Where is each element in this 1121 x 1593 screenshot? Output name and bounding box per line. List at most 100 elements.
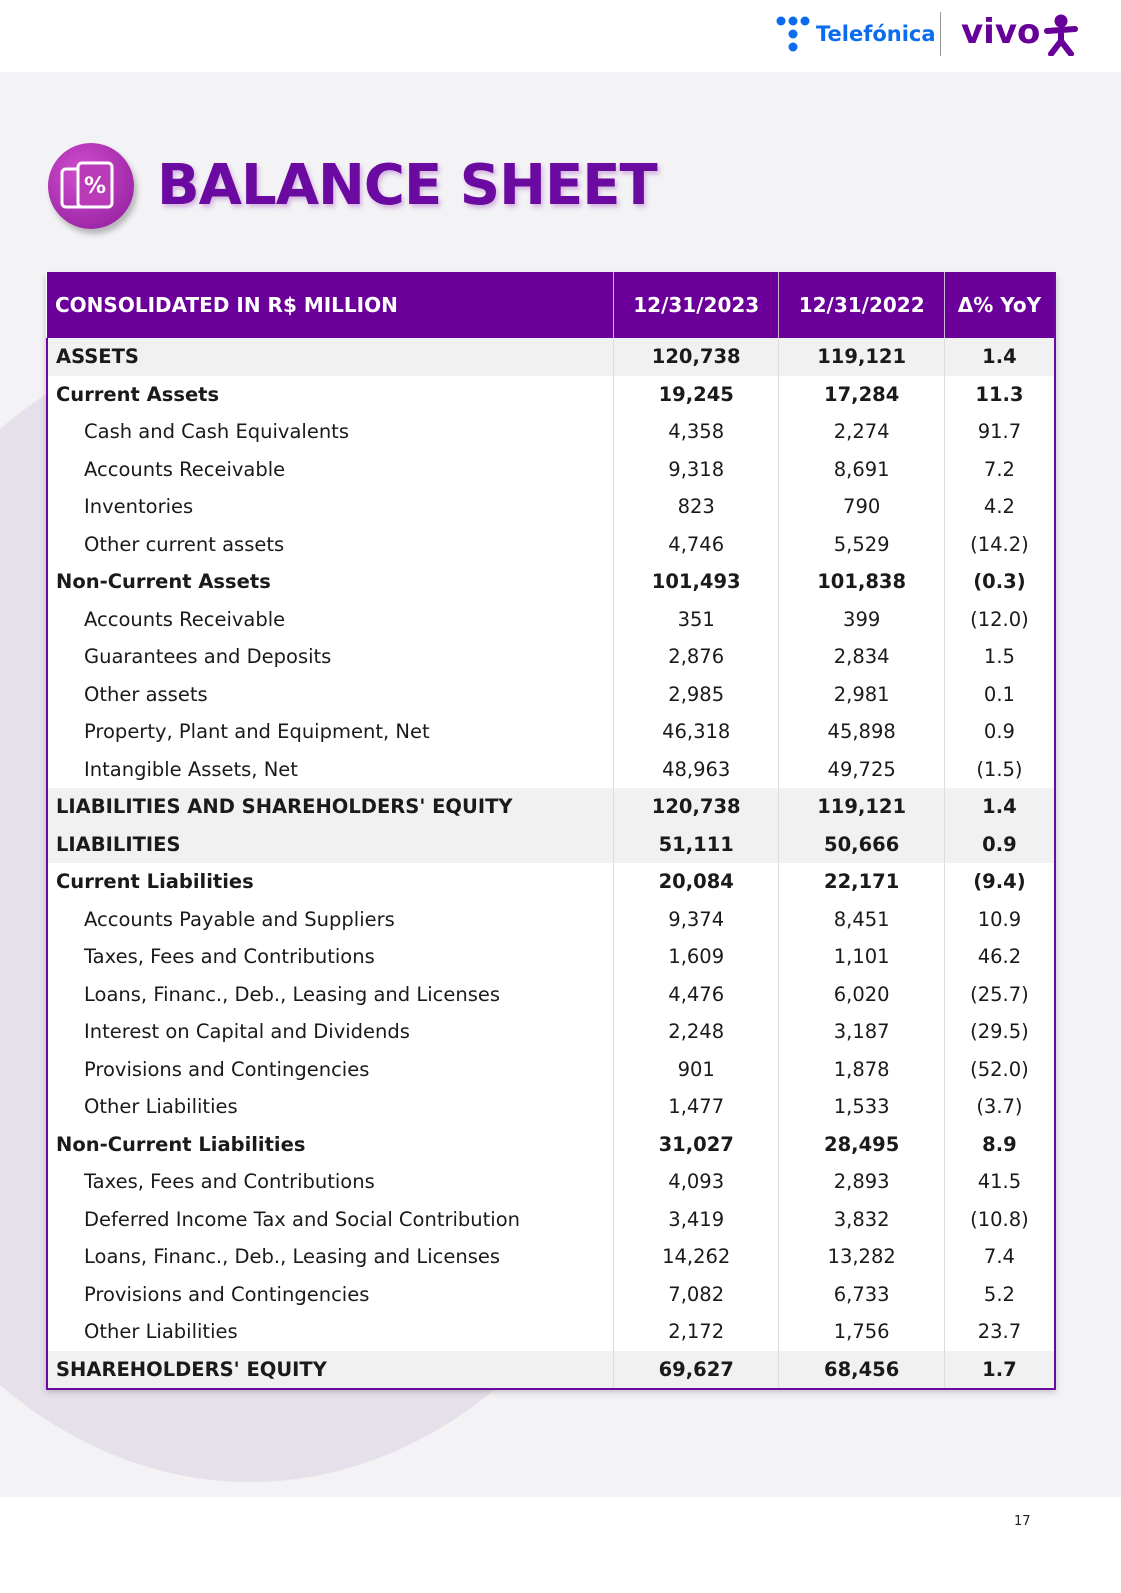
cell-value: 9,374 xyxy=(612,900,779,938)
row-label: SHAREHOLDERS' EQUITY xyxy=(46,1350,614,1388)
table-row: Inventories 823 790 4.2 xyxy=(46,488,1056,526)
table-row: Other assets 2,985 2,981 0.1 xyxy=(46,675,1056,713)
cell-value: 2,172 xyxy=(612,1313,779,1351)
cell-value: 119,121 xyxy=(778,338,945,376)
cell-value: 5,529 xyxy=(778,525,945,563)
column-header: 12/31/2022 xyxy=(778,272,945,338)
row-label: Inventories xyxy=(46,488,614,526)
brand-vivo: vivo xyxy=(961,12,1041,52)
table-row: Cash and Cash Equivalents 4,358 2,274 91.7 xyxy=(46,413,1056,451)
cell-value: 20,084 xyxy=(612,863,779,901)
cell-value: 4,476 xyxy=(612,975,779,1013)
cell-value: 1,533 xyxy=(778,1088,945,1126)
table-row: LIABILITIES AND SHAREHOLDERS' EQUITY 120,… xyxy=(46,788,1056,826)
cell-value: (3.7) xyxy=(943,1088,1056,1126)
row-label: Property, Plant and Equipment, Net xyxy=(46,713,614,751)
cell-value: 14,262 xyxy=(612,1238,779,1276)
table-row: Loans, Financ., Deb., Leasing and Licens… xyxy=(46,975,1056,1013)
vivo-figure xyxy=(1044,14,1078,56)
table-row: LIABILITIES 51,111 50,666 0.9 xyxy=(46,825,1056,863)
cell-value: 3,832 xyxy=(778,1200,945,1238)
cell-value: 6,733 xyxy=(778,1275,945,1313)
cell-value: 9,318 xyxy=(612,450,779,488)
table-row: Accounts Receivable 351 399 (12.0) xyxy=(46,600,1056,638)
cell-value: 23.7 xyxy=(943,1313,1056,1351)
cell-value: 41.5 xyxy=(943,1163,1056,1201)
table-row: Current Liabilities 20,084 22,171 (9.4) xyxy=(46,863,1056,901)
table-row: Current Assets 19,245 17,284 11.3 xyxy=(46,375,1056,413)
table-row: Provisions and Contingencies 901 1,878 (52.… xyxy=(46,1050,1056,1088)
cell-value: 31,027 xyxy=(612,1125,779,1163)
cell-value: 1,609 xyxy=(612,938,779,976)
cell-value: (12.0) xyxy=(943,600,1056,638)
table-row: Taxes, Fees and Contributions 4,093 2,893 4… xyxy=(46,1163,1056,1201)
cell-value: 7.2 xyxy=(943,450,1056,488)
row-label: Accounts Payable and Suppliers xyxy=(46,900,614,938)
table-row: ASSETS 120,738 119,121 1.4 xyxy=(46,338,1056,376)
table-row: Non-Current Liabilities 31,027 28,495 8.9 xyxy=(46,1125,1056,1163)
row-label: Other Liabilities xyxy=(46,1313,614,1351)
cell-value: 823 xyxy=(612,488,779,526)
table-row: Interest on Capital and Dividends 2,248 3,… xyxy=(46,1013,1056,1051)
cell-value: 2,274 xyxy=(778,413,945,451)
column-header: 12/31/2023 xyxy=(612,272,779,338)
column-header: CONSOLIDATED IN R$ MILLION xyxy=(47,272,614,338)
cell-value: 1.4 xyxy=(943,338,1056,376)
cell-value: 1,756 xyxy=(778,1313,945,1351)
table-row: Property, Plant and Equipment, Net 46,318… xyxy=(46,713,1056,751)
cell-value: 45,898 xyxy=(778,713,945,751)
cell-value: (14.2) xyxy=(943,525,1056,563)
table-row: Other current assets 4,746 5,529 (14.2) xyxy=(46,525,1056,563)
table-row: Accounts Receivable 9,318 8,691 7.2 xyxy=(46,450,1056,488)
cell-value: 28,495 xyxy=(778,1125,945,1163)
table-row: Other Liabilities 2,172 1,756 23.7 xyxy=(46,1313,1056,1351)
cell-value: 2,834 xyxy=(778,638,945,676)
column-header: Δ% YoY xyxy=(943,272,1056,338)
cell-value: 91.7 xyxy=(943,413,1056,451)
row-label: LIABILITIES xyxy=(46,825,614,863)
cell-value: 901 xyxy=(612,1050,779,1088)
cell-value: (29.5) xyxy=(943,1013,1056,1051)
cell-value: 22,171 xyxy=(778,863,945,901)
cell-value: 13,282 xyxy=(778,1238,945,1276)
cell-value: (9.4) xyxy=(943,863,1056,901)
cell-value: (1.5) xyxy=(943,750,1056,788)
row-label: Interest on Capital and Dividends xyxy=(46,1013,614,1051)
title-icon: % xyxy=(48,143,134,229)
row-label: Guarantees and Deposits xyxy=(46,638,614,676)
row-label: Current Liabilities xyxy=(46,863,614,901)
row-label: Accounts Receivable xyxy=(46,450,614,488)
row-label: Taxes, Fees and Contributions xyxy=(46,1163,614,1201)
cell-value: 1,101 xyxy=(778,938,945,976)
table-row: SHAREHOLDERS' EQUITY 69,627 68,456 1.7 xyxy=(46,1350,1056,1388)
table-row: Other Liabilities 1,477 1,533 (3.7) xyxy=(46,1088,1056,1126)
cell-value: 0.1 xyxy=(943,675,1056,713)
cell-value: 4.2 xyxy=(943,488,1056,526)
cell-value: 2,248 xyxy=(612,1013,779,1051)
row-label: Taxes, Fees and Contributions xyxy=(46,938,614,976)
cell-value: 4,746 xyxy=(612,525,779,563)
row-label: ASSETS xyxy=(46,338,614,376)
table-row: Non-Current Assets 101,493 101,838 (0.3) xyxy=(46,563,1056,601)
cell-value: 1.5 xyxy=(943,638,1056,676)
cell-value: 6,020 xyxy=(778,975,945,1013)
cell-value: 4,093 xyxy=(612,1163,779,1201)
cell-value: 1.7 xyxy=(943,1350,1056,1388)
row-label: Deferred Income Tax and Social Contribut… xyxy=(46,1200,614,1238)
cell-value: 8,451 xyxy=(778,900,945,938)
cell-value: 120,738 xyxy=(612,788,779,826)
cell-value: 69,627 xyxy=(612,1350,779,1388)
cell-value: 51,111 xyxy=(612,825,779,863)
cell-value: 1.4 xyxy=(943,788,1056,826)
row-label: Cash and Cash Equivalents xyxy=(46,413,614,451)
row-label: Loans, Financ., Deb., Leasing and Licens… xyxy=(46,1238,614,1276)
row-label: Non-Current Assets xyxy=(46,563,614,601)
separator xyxy=(940,12,941,56)
row-label: Other assets xyxy=(46,675,614,713)
table-row: Loans, Financ., Deb., Leasing and Licens… xyxy=(46,1238,1056,1276)
cell-value: 120,738 xyxy=(612,338,779,376)
cell-value: 1,477 xyxy=(612,1088,779,1126)
cell-value: (10.8) xyxy=(943,1200,1056,1238)
table-row: Provisions and Contingencies 7,082 6,733 5.… xyxy=(46,1275,1056,1313)
row-label: Non-Current Liabilities xyxy=(46,1125,614,1163)
